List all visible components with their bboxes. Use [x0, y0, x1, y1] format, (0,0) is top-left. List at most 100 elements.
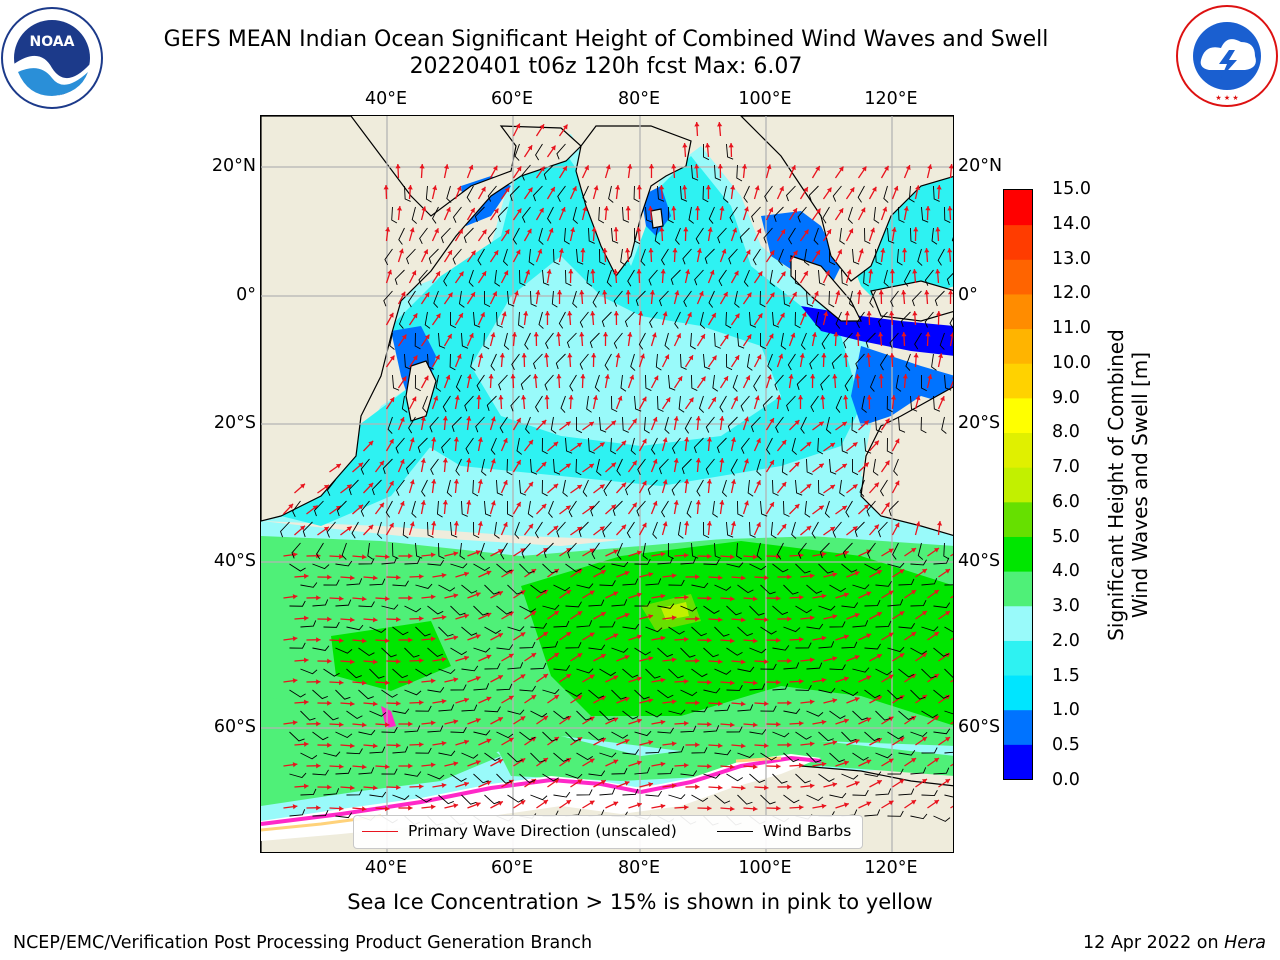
- wave-direction-arrowhead: [901, 290, 907, 295]
- wind-barb: [532, 185, 543, 202]
- wave-direction-arrowhead: [458, 229, 463, 235]
- wave-direction-arrowhead: [424, 292, 430, 298]
- wind-barb: [747, 479, 754, 497]
- wind-barb: [933, 185, 940, 202]
- wave-direction-arrowhead: [899, 611, 905, 616]
- wind-barb: [611, 599, 628, 607]
- wind-barb: [864, 437, 872, 454]
- wind-barb: [452, 248, 462, 265]
- wave-direction-arrowhead: [648, 614, 654, 620]
- wind-barb: [650, 437, 658, 455]
- y-tick-label-left: 0°: [236, 285, 256, 305]
- wind-barb: [717, 227, 727, 244]
- wind-barb: [428, 248, 439, 265]
- wave-direction-arrowhead: [766, 164, 772, 170]
- wave-direction-arrowhead: [912, 269, 918, 274]
- wind-barb: [496, 773, 512, 784]
- wind-barb: [749, 647, 767, 654]
- wave-direction-arrowhead: [815, 165, 820, 171]
- wave-direction-arrowhead: [832, 698, 838, 704]
- wind-barb: [703, 647, 719, 658]
- wind-barbs: [280, 143, 953, 826]
- wave-direction-arrowhead: [695, 658, 700, 664]
- wave-direction-arrowhead: [624, 654, 630, 660]
- wave-direction-arrowhead: [636, 550, 642, 556]
- wind-barb: [737, 500, 744, 517]
- wave-direction-arrowhead: [718, 701, 723, 707]
- wind-barb: [703, 687, 721, 694]
- wind-barb: [590, 500, 600, 517]
- wind-barb: [783, 290, 791, 307]
- wave-direction-arrowhead: [361, 764, 367, 770]
- wave-direction-arrowhead: [787, 574, 792, 580]
- y-tick-label-left: 20°S: [213, 413, 256, 433]
- wind-barb: [565, 437, 573, 454]
- wind-barb: [473, 521, 480, 539]
- wind-barb: [510, 395, 520, 412]
- wave-direction-arrowhead: [430, 804, 436, 810]
- wind-barb: [360, 500, 370, 517]
- wave-direction-arrowhead: [854, 739, 860, 744]
- wind-barb: [818, 731, 834, 742]
- wave-direction-arrowhead: [888, 632, 894, 638]
- wind-barb: [461, 332, 469, 349]
- wave-direction-arrowhead: [372, 743, 378, 749]
- wind-barb: [764, 185, 773, 202]
- wind-barb: [726, 773, 743, 782]
- wind-barb: [521, 164, 531, 181]
- wave-direction-arrowhead: [794, 462, 800, 467]
- colorbar-tick-label: 13.0: [1052, 248, 1091, 269]
- wind-barb: [787, 353, 796, 371]
- wave-direction-arrowhead: [815, 208, 821, 214]
- wave-direction-arrowhead: [396, 700, 401, 706]
- wind-barb: [608, 185, 614, 203]
- colorbar-tick-label: 1.5: [1052, 665, 1080, 686]
- wave-direction-arrowhead: [648, 206, 654, 211]
- wave-direction-arrowhead: [684, 762, 689, 768]
- wave-direction-arrowhead: [508, 779, 514, 785]
- wind-barb: [773, 206, 784, 223]
- wind-barb: [750, 416, 761, 433]
- wave-direction-arrowhead: [553, 483, 559, 489]
- wind-barb: [634, 600, 651, 607]
- wind-barb: [461, 704, 478, 712]
- wave-direction-arrowhead: [844, 311, 850, 316]
- wave-direction-arrowhead: [684, 552, 689, 558]
- wave-direction-arrowhead: [497, 633, 503, 638]
- wave-direction-arrowhead: [888, 548, 894, 554]
- wave-direction-arrowhead: [695, 616, 700, 622]
- wave-direction-arrowhead: [843, 634, 849, 640]
- wave-direction-arrowhead: [617, 395, 623, 401]
- wind-barb: [484, 500, 492, 517]
- wind-barb: [699, 311, 706, 329]
- wave-direction-arrowhead: [584, 165, 589, 171]
- wind-barb: [749, 773, 766, 783]
- wave-direction-arrowhead: [481, 271, 487, 277]
- wave-direction-arrowhead: [826, 187, 832, 193]
- wind-barb: [806, 290, 814, 307]
- wave-direction-arrowhead: [339, 595, 344, 602]
- wind-barb: [924, 311, 934, 328]
- wave-direction-arrowhead: [769, 292, 775, 298]
- wind-barb: [323, 579, 340, 586]
- wind-barb: [668, 374, 676, 391]
- wind-barb: [839, 479, 845, 497]
- wave-direction-arrowhead: [510, 374, 516, 379]
- wave-direction-arrowhead: [641, 480, 647, 486]
- wave-direction-arrowhead: [419, 741, 424, 748]
- wave-direction-arrowhead: [409, 227, 415, 233]
- wind-barb: [705, 458, 715, 475]
- wave-direction-arrowhead: [671, 783, 677, 789]
- wave-direction-arrowhead: [843, 592, 849, 598]
- wave-direction-arrowhead: [335, 463, 341, 469]
- wave-direction-arrowhead: [884, 460, 890, 466]
- wind-barb: [783, 584, 799, 595]
- wind-barb: [879, 479, 888, 497]
- wind-barb: [436, 500, 443, 518]
- wind-barb: [569, 374, 577, 392]
- legend-label-wave: Primary Wave Direction (unscaled): [408, 822, 677, 840]
- legend-entry-wave: Primary Wave Direction (unscaled): [362, 822, 677, 840]
- wave-direction-arrowhead: [396, 574, 401, 580]
- wave-direction-arrowhead: [888, 758, 894, 764]
- wind-barb: [507, 500, 514, 518]
